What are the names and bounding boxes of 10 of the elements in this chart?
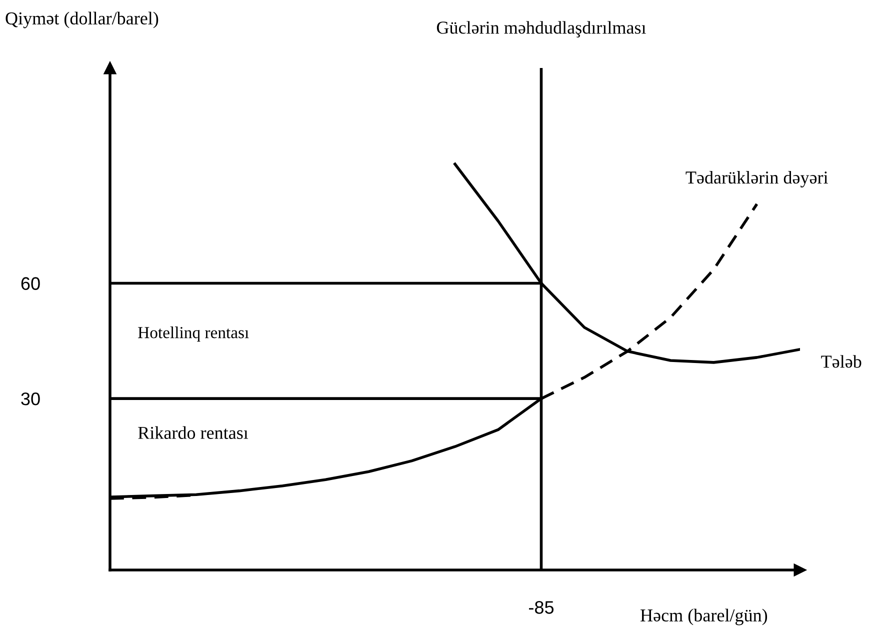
y-tick-label: 60 [21, 277, 40, 290]
annotation: Hotellinq rentası [138, 326, 249, 342]
ref-line-label: Güclərin məhdudlaşdırılması [436, 21, 646, 38]
x-axis-title: Həcm (barel/gün) [640, 608, 768, 626]
y-axis-title: Qiymət (dollar/barel) [6, 12, 158, 28]
annotation: Rikardo rentası [138, 426, 248, 439]
series-label: Tələb [821, 355, 862, 368]
y-tick-label: 30 [21, 392, 40, 406]
series-label: Tədarüklərin dəyəri [686, 170, 828, 188]
x-tick-label: -85 [529, 601, 554, 614]
